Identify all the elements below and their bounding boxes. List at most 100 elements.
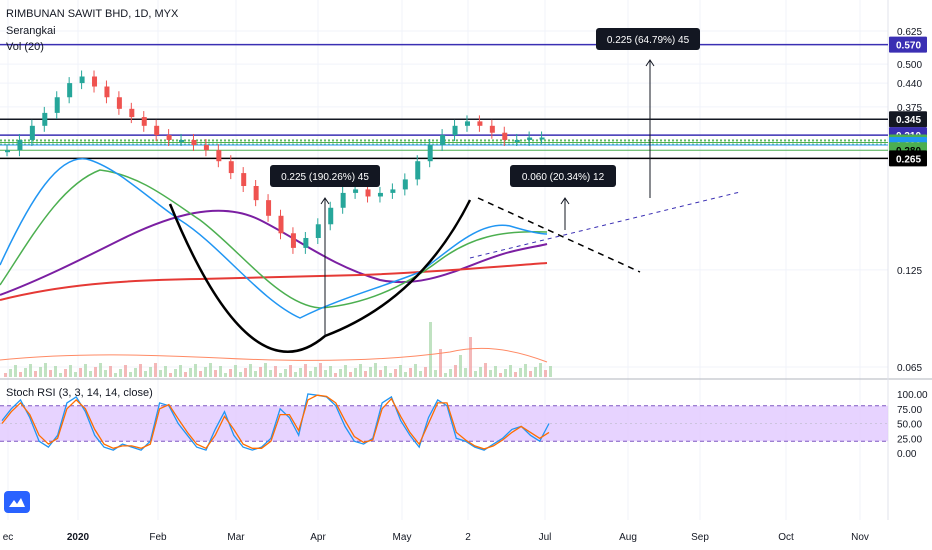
rsi-y-tick-label: 75.00 — [897, 405, 922, 416]
candle-body — [5, 150, 10, 153]
volume-bar — [44, 363, 47, 377]
cup-and-handle-pattern — [168, 191, 741, 353]
candle-body — [353, 189, 359, 193]
volume-bar — [194, 364, 197, 377]
candle-body — [104, 86, 110, 98]
volume-bar — [94, 367, 97, 377]
measure-arrow-target-head — [645, 59, 655, 67]
ma-green-line — [0, 169, 548, 309]
volume-bar — [134, 368, 137, 377]
volume-bar — [539, 363, 542, 377]
volume-bar — [324, 370, 327, 377]
volume-bar — [394, 369, 397, 377]
volume-bar — [514, 372, 517, 377]
x-tick-label: 2 — [465, 532, 471, 543]
x-tick-label: Feb — [149, 532, 167, 543]
volume-bar — [509, 365, 512, 377]
volume-bar — [429, 322, 432, 377]
stoch-rsi-label: Stoch RSI (3, 3, 14, 14, close) — [6, 387, 153, 399]
volume-bar — [139, 364, 142, 377]
volume-bar — [89, 371, 92, 377]
candle-body — [328, 207, 334, 225]
annotation-label: 0.225 (64.79%) 45 — [607, 35, 690, 46]
measure-annotations: 0.225 (190.26%) 45 0.060 (20.34%) 12 0.225… — [270, 28, 700, 336]
candle-body — [141, 117, 147, 126]
x-tick-label: 2020 — [67, 532, 90, 543]
volume-bar — [304, 364, 307, 377]
candle-body — [402, 179, 408, 190]
candle-body — [92, 76, 98, 87]
price-tag — [889, 36, 927, 53]
volume-bar — [389, 373, 392, 377]
rsi-k-line — [1, 393, 550, 451]
x-tick-label: Jul — [539, 532, 552, 543]
candle-body — [539, 137, 545, 140]
candle-body — [502, 132, 508, 140]
volume-bar — [544, 370, 547, 377]
candle-body — [477, 121, 483, 126]
volume-bar — [114, 373, 117, 377]
volume-bar — [299, 368, 302, 377]
volume-bar — [14, 365, 17, 377]
volume-bar — [4, 373, 7, 377]
candle-body — [166, 135, 172, 140]
measure-arrow-cup-head — [320, 197, 330, 205]
volume-bar — [329, 366, 332, 377]
volume-bar — [199, 371, 202, 377]
volume-bar — [469, 337, 472, 377]
annotation-label: 0.060 (20.34%) 12 — [522, 172, 605, 183]
volume-bar — [339, 369, 342, 377]
volume-bar — [479, 367, 482, 377]
rsi-d-line — [1, 394, 550, 450]
ma-purple-line — [0, 209, 548, 296]
candle-body — [129, 108, 135, 118]
volume-bar — [334, 373, 337, 377]
volume-bar — [144, 371, 147, 377]
candle-body — [527, 137, 533, 140]
x-tick-label: Aug — [619, 532, 637, 543]
volume-bar — [494, 366, 497, 377]
volume-bar — [409, 368, 412, 377]
volume-bar — [24, 368, 27, 377]
annotation-label: 0.225 (190.26%) 45 — [281, 172, 369, 183]
volume-bar — [314, 367, 317, 377]
volume-bar — [124, 365, 127, 377]
volume-bar — [504, 369, 507, 377]
candle-body — [241, 173, 247, 187]
volume-bar — [269, 370, 272, 377]
candle-body — [253, 186, 259, 201]
volume-bar — [229, 369, 232, 377]
volume-bar — [169, 373, 172, 377]
volume-bar — [484, 363, 487, 377]
ma-red-line — [0, 262, 548, 301]
candle-body — [514, 139, 520, 142]
volume-bar — [164, 366, 167, 377]
candle-body — [427, 144, 433, 162]
volume-bar — [489, 370, 492, 377]
volume-bar — [9, 369, 12, 377]
candle-body — [440, 135, 446, 145]
candle-body — [116, 97, 122, 109]
volume-bar — [454, 365, 457, 377]
volume-bar — [359, 364, 362, 377]
candle-body — [340, 192, 346, 208]
price-tag — [889, 150, 927, 167]
volume-bar — [294, 372, 297, 377]
ma-blue-line — [0, 157, 548, 319]
volume-bar — [419, 371, 422, 377]
volume-bar — [374, 363, 377, 377]
tradingview-logo-icon[interactable] — [4, 491, 30, 513]
rsi-y-tick-label: 0.00 — [897, 449, 917, 460]
measure-arrow-handle-head — [560, 197, 570, 205]
stoch-rsi-pane — [0, 393, 888, 451]
volume-bar — [159, 370, 162, 377]
volume-bar — [29, 364, 32, 377]
volume-bar — [529, 371, 532, 377]
volume-bar — [109, 366, 112, 377]
rsi-band — [0, 405, 888, 442]
y-tick-label: 0.065 — [897, 363, 922, 374]
candle-body — [452, 125, 458, 136]
volume-bar — [384, 366, 387, 377]
volume-bar — [354, 368, 357, 377]
